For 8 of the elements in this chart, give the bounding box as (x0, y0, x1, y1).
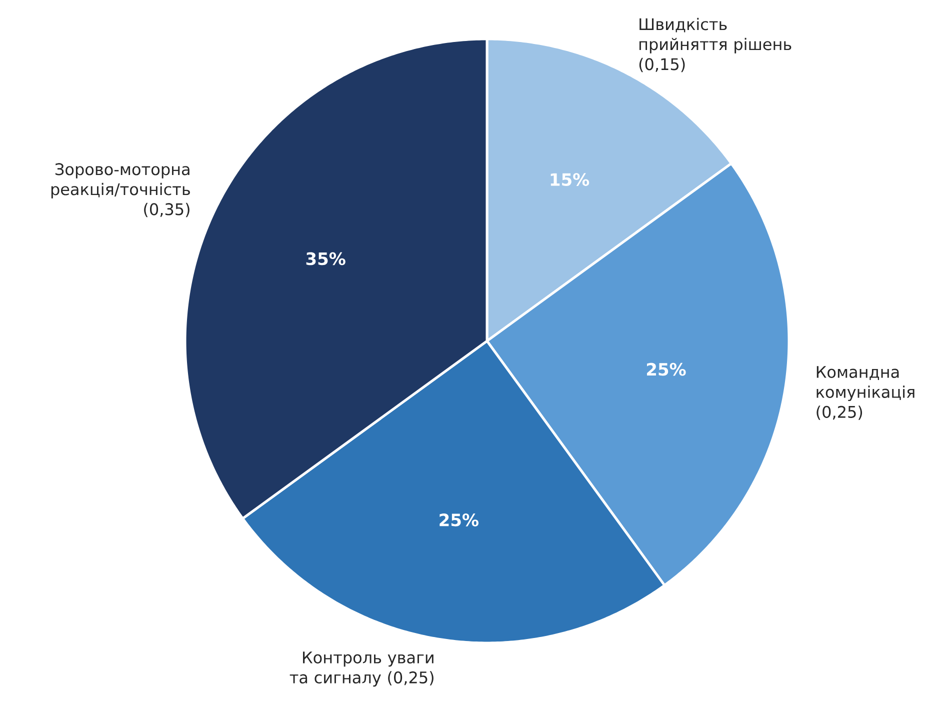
data-label: 25% (646, 362, 686, 376)
data-label: 25% (440, 514, 478, 526)
slice-label: Швидкість прийняття рішень (0,15) (639, 18, 792, 72)
slice-label: Командна комунікація (0,25) (816, 366, 914, 420)
data-label: 35% (306, 252, 346, 266)
data-label: 15% (550, 173, 590, 186)
slice-label: Зорово-моторна реакція/точність (0,35) (51, 163, 190, 218)
slice-label: Контроль уваги та сигналу (0,25) (290, 652, 434, 687)
